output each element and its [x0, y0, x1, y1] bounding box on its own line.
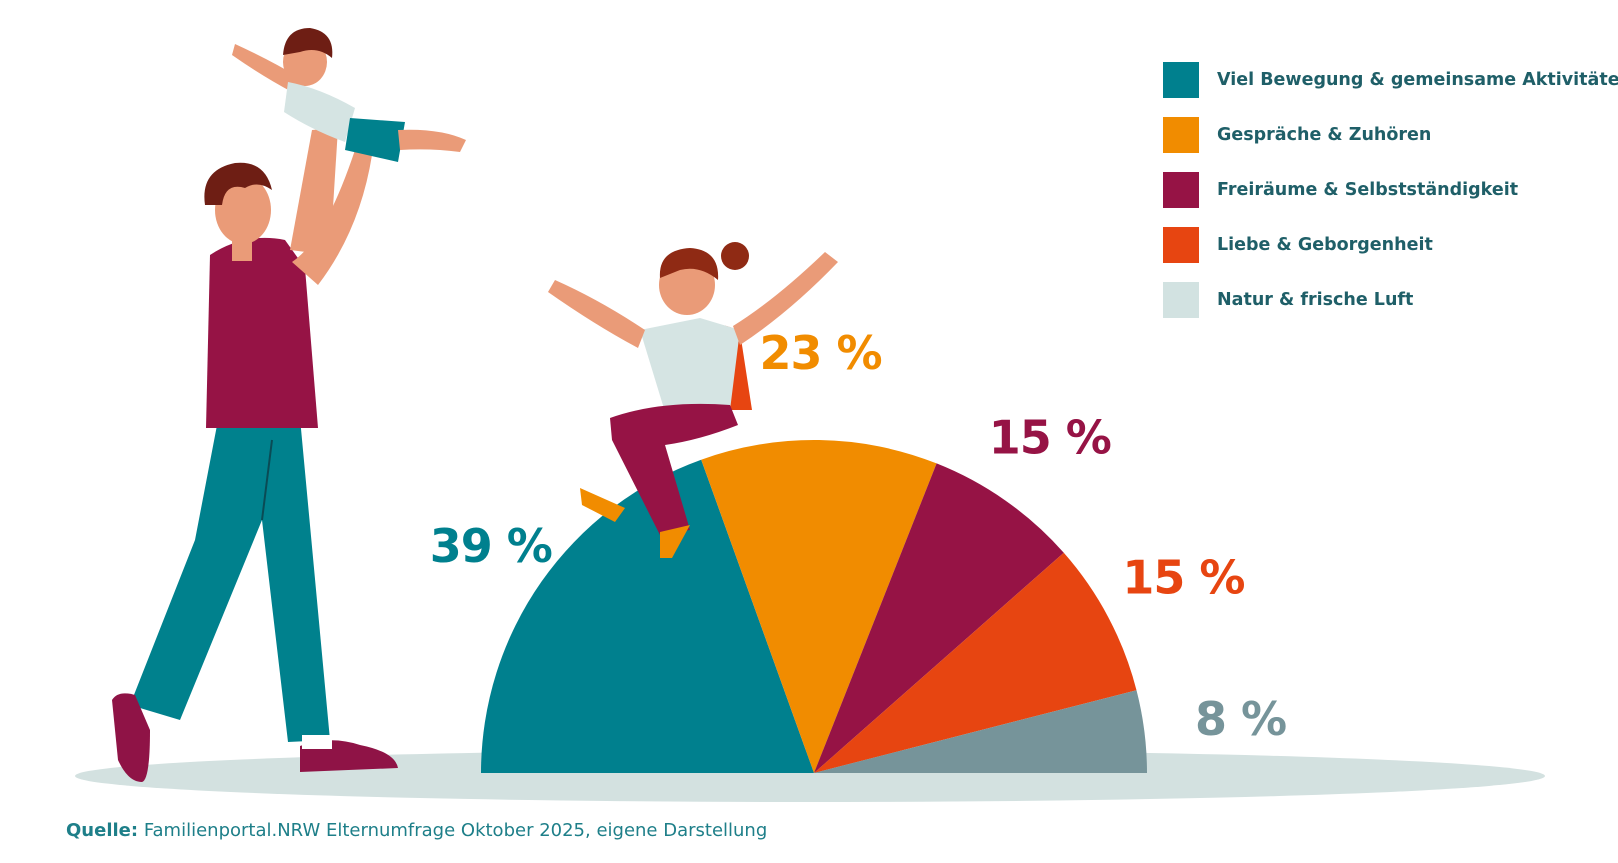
- legend-label: Liebe & Geborgenheit: [1217, 235, 1433, 255]
- pie-slice: [481, 459, 814, 773]
- legend-item-bewegung: Viel Bewegung & gemeinsame Aktivitäten: [1163, 62, 1618, 98]
- girl-illustration: [548, 242, 838, 558]
- legend-swatch: [1163, 117, 1199, 153]
- value-label: 15 %: [989, 411, 1111, 465]
- legend-swatch: [1163, 227, 1199, 263]
- father-child-illustration: [112, 28, 466, 782]
- pie-slice: [814, 690, 1147, 773]
- legend-label: Freiräume & Selbstständigkeit: [1217, 180, 1519, 200]
- legend-swatch: [1163, 282, 1199, 318]
- legend-label: Gespräche & Zuhören: [1217, 125, 1432, 145]
- chart-slices: [481, 440, 1147, 773]
- legend: Viel Bewegung & gemeinsame Aktivitäten G…: [1163, 62, 1618, 337]
- legend-swatch: [1163, 62, 1199, 98]
- value-label: 15 %: [1122, 550, 1244, 604]
- value-label: 23 %: [760, 326, 882, 380]
- legend-label: Viel Bewegung & gemeinsame Aktivitäten: [1217, 70, 1618, 90]
- pie-slice: [814, 463, 1064, 773]
- value-labels: 39 % 23 % 15 % 15 % 8 %: [430, 326, 1287, 746]
- value-label: 39 %: [430, 519, 552, 573]
- ground-shadow: [75, 750, 1545, 802]
- pie-slice: [814, 552, 1137, 773]
- legend-swatch: [1163, 172, 1199, 208]
- legend-item-natur: Natur & frische Luft: [1163, 282, 1618, 318]
- legend-item-freiraeume: Freiräume & Selbstständigkeit: [1163, 172, 1618, 208]
- source-note: Quelle: Familienportal.NRW Elternumfrage…: [66, 820, 767, 841]
- value-label: 8 %: [1195, 692, 1286, 746]
- source-label: Quelle:: [66, 820, 139, 841]
- legend-item-gespraeche: Gespräche & Zuhören: [1163, 117, 1618, 153]
- source-text: Familienportal.NRW Elternumfrage Oktober…: [143, 820, 768, 841]
- legend-label: Natur & frische Luft: [1217, 290, 1414, 310]
- legend-item-liebe: Liebe & Geborgenheit: [1163, 227, 1618, 263]
- pie-slice: [701, 440, 937, 773]
